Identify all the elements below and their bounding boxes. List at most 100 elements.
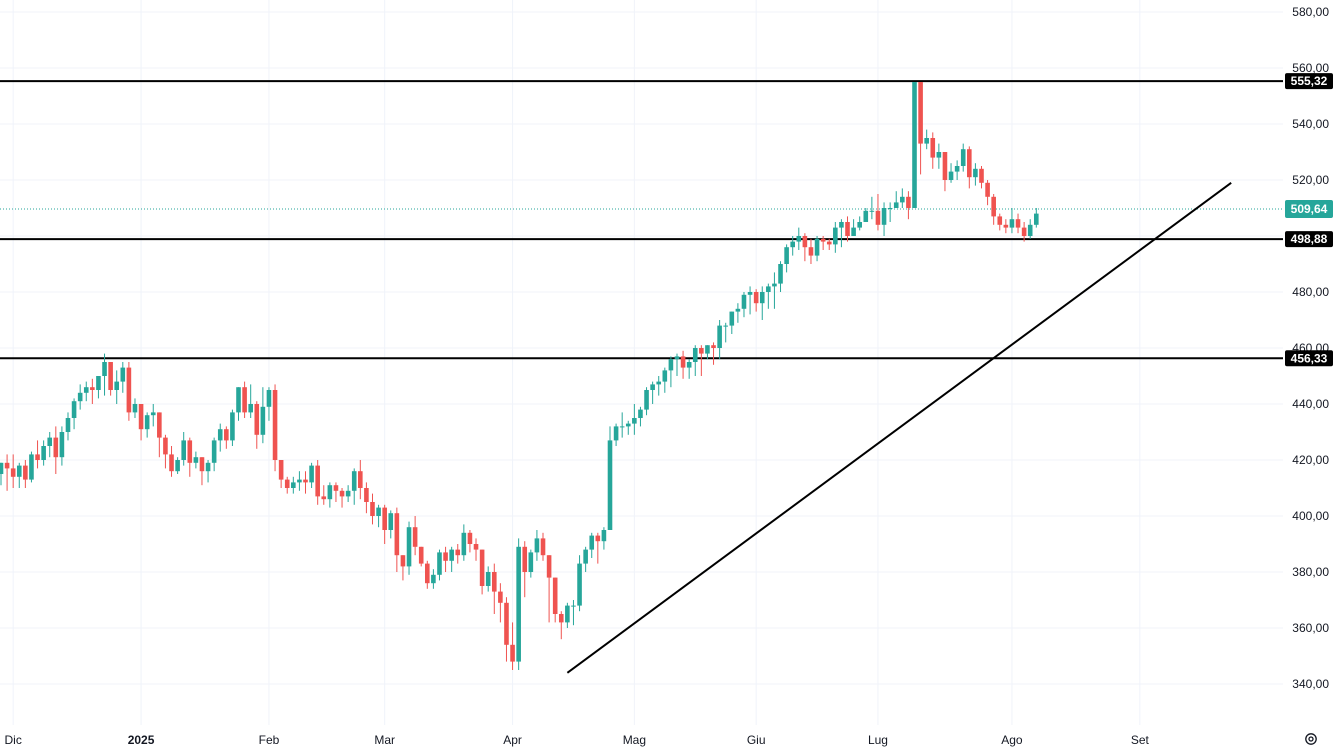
candle-body [364, 488, 369, 502]
candle-body [936, 152, 942, 158]
candle [309, 462, 314, 488]
candle-body [443, 552, 448, 561]
candle-body [242, 387, 247, 413]
current-price-label: 509,64 [1291, 202, 1328, 216]
x-tick-label: Mar [374, 733, 395, 747]
candle-body [625, 423, 631, 427]
candle-body [833, 227, 838, 245]
candle [35, 440, 40, 469]
x-axis[interactable]: Dic 2025 Feb Mar Apr Mag Giu Lug Ago Set [5, 733, 1150, 747]
candle [467, 530, 473, 553]
candle-body [163, 437, 168, 455]
candle [351, 468, 357, 505]
candle [930, 132, 936, 169]
candle-body [607, 440, 613, 530]
candle [108, 362, 113, 396]
trendline[interactable] [566, 181, 1232, 674]
candle [692, 345, 698, 376]
candle-body [619, 426, 625, 428]
candle-body [510, 644, 515, 662]
candle [406, 521, 412, 575]
candle-body [772, 283, 777, 287]
candle-body [528, 552, 534, 572]
candle-body [845, 222, 850, 236]
candle-body [175, 460, 180, 472]
candle-body [0, 462, 4, 474]
candle-body [699, 348, 704, 354]
candle [1003, 219, 1009, 234]
candle [540, 532, 546, 561]
candle-body [1009, 219, 1015, 228]
candle-body [455, 549, 461, 556]
candle [534, 530, 540, 561]
trendline-line[interactable] [566, 181, 1232, 674]
candle-body [632, 418, 637, 424]
candle [388, 510, 394, 539]
candle-body [820, 238, 826, 242]
candle [23, 460, 28, 488]
candle [278, 460, 284, 488]
candle-body [47, 437, 53, 446]
candle-body [96, 376, 101, 390]
candle [498, 583, 503, 623]
candle-body [778, 264, 783, 284]
candle-body [802, 236, 808, 248]
candle-body [534, 538, 540, 553]
candle [912, 82, 917, 208]
candle [632, 404, 637, 435]
candle-body [114, 381, 120, 390]
candle-body [199, 457, 205, 472]
candle [315, 460, 320, 505]
candle [625, 420, 631, 435]
candle-body [711, 345, 716, 348]
x-tick-label: Lug [868, 733, 888, 747]
candle [53, 426, 59, 474]
candle [705, 345, 710, 360]
candle-body [638, 409, 643, 418]
candle [29, 451, 34, 483]
candle [644, 387, 649, 416]
candle-body [887, 208, 893, 209]
candle-body [132, 404, 138, 413]
candle [382, 504, 387, 544]
settings-button[interactable] [1300, 730, 1322, 752]
candle-body [522, 546, 528, 572]
candle [455, 544, 461, 564]
candle [376, 504, 381, 528]
candle-body [254, 404, 260, 435]
candle-body [1034, 213, 1039, 225]
candle-body [1015, 219, 1021, 228]
level-badge-label: 456,33 [1291, 351, 1328, 365]
candle-body [900, 196, 905, 203]
candle [772, 272, 777, 309]
candle [997, 213, 1003, 231]
y-tick-label: 400,00 [1292, 509, 1329, 523]
candle [157, 412, 162, 458]
y-axis[interactable]: 580,00560,00540,00520,00500,00480,00460,… [1292, 5, 1329, 691]
candle-body [930, 138, 936, 158]
candle-body [193, 457, 199, 463]
candle [668, 356, 674, 388]
candle [163, 434, 168, 469]
candle [358, 460, 363, 500]
candle [71, 398, 77, 430]
candle-body [485, 572, 491, 586]
candle [796, 227, 802, 250]
candle [0, 462, 4, 486]
candle [479, 549, 485, 595]
candle [327, 482, 333, 508]
level-badge-label: 555,32 [1291, 74, 1328, 88]
candle [650, 381, 655, 404]
candle [260, 387, 266, 444]
candle-body [881, 208, 887, 225]
candle [199, 457, 205, 486]
candle-body [102, 362, 107, 376]
candle [869, 196, 875, 220]
grid-lines [0, 0, 1283, 725]
candle-body [272, 390, 278, 460]
candle-body [662, 370, 668, 382]
candle-body [741, 294, 747, 309]
candle [552, 577, 558, 623]
